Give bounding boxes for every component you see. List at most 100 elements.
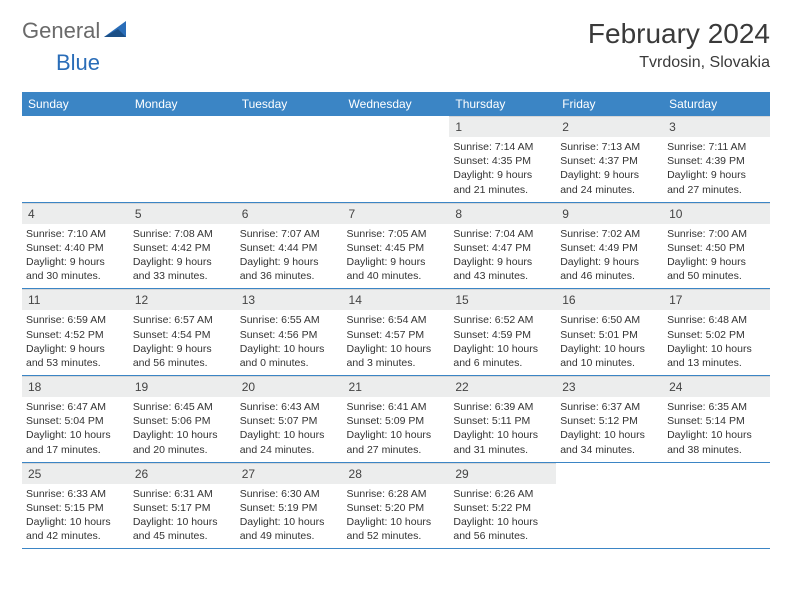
calendar-day-cell: 3Sunrise: 7:11 AMSunset: 4:39 PMDaylight… — [663, 116, 770, 202]
day-number: 6 — [236, 203, 343, 224]
month-title: February 2024 — [588, 18, 770, 50]
day-info: Sunrise: 6:26 AMSunset: 5:22 PMDaylight:… — [449, 484, 556, 549]
day-info: Sunrise: 6:35 AMSunset: 5:14 PMDaylight:… — [663, 397, 770, 462]
calendar-day-cell: 29Sunrise: 6:26 AMSunset: 5:22 PMDayligh… — [449, 462, 556, 549]
calendar-day-cell: 15Sunrise: 6:52 AMSunset: 4:59 PMDayligh… — [449, 289, 556, 376]
calendar-day-cell: 14Sunrise: 6:54 AMSunset: 4:57 PMDayligh… — [343, 289, 450, 376]
calendar-week-row: 25Sunrise: 6:33 AMSunset: 5:15 PMDayligh… — [22, 462, 770, 549]
day-info: Sunrise: 7:05 AMSunset: 4:45 PMDaylight:… — [343, 224, 450, 289]
calendar-week-row: 11Sunrise: 6:59 AMSunset: 4:52 PMDayligh… — [22, 289, 770, 376]
day-info: Sunrise: 6:59 AMSunset: 4:52 PMDaylight:… — [22, 310, 129, 375]
day-info: Sunrise: 7:07 AMSunset: 4:44 PMDaylight:… — [236, 224, 343, 289]
day-number: 23 — [556, 376, 663, 397]
day-info: Sunrise: 6:55 AMSunset: 4:56 PMDaylight:… — [236, 310, 343, 375]
day-info: Sunrise: 7:13 AMSunset: 4:37 PMDaylight:… — [556, 137, 663, 202]
day-number: 13 — [236, 289, 343, 310]
calendar-day-cell: 9Sunrise: 7:02 AMSunset: 4:49 PMDaylight… — [556, 202, 663, 289]
day-number: 22 — [449, 376, 556, 397]
day-number: 25 — [22, 463, 129, 484]
logo: General — [22, 18, 132, 44]
day-info: Sunrise: 6:47 AMSunset: 5:04 PMDaylight:… — [22, 397, 129, 462]
day-info: Sunrise: 6:50 AMSunset: 5:01 PMDaylight:… — [556, 310, 663, 375]
day-number: 19 — [129, 376, 236, 397]
calendar-day-cell: 24Sunrise: 6:35 AMSunset: 5:14 PMDayligh… — [663, 376, 770, 463]
calendar-day-cell: 21Sunrise: 6:41 AMSunset: 5:09 PMDayligh… — [343, 376, 450, 463]
day-number: 12 — [129, 289, 236, 310]
day-number: 18 — [22, 376, 129, 397]
calendar-day-cell — [129, 116, 236, 202]
weekday-header: Wednesday — [343, 92, 450, 116]
day-number: 21 — [343, 376, 450, 397]
day-info: Sunrise: 7:14 AMSunset: 4:35 PMDaylight:… — [449, 137, 556, 202]
day-info: Sunrise: 6:43 AMSunset: 5:07 PMDaylight:… — [236, 397, 343, 462]
weekday-header-row: Sunday Monday Tuesday Wednesday Thursday… — [22, 92, 770, 116]
calendar-day-cell: 23Sunrise: 6:37 AMSunset: 5:12 PMDayligh… — [556, 376, 663, 463]
day-number: 9 — [556, 203, 663, 224]
calendar-day-cell: 10Sunrise: 7:00 AMSunset: 4:50 PMDayligh… — [663, 202, 770, 289]
day-number: 3 — [663, 116, 770, 137]
day-number: 15 — [449, 289, 556, 310]
day-info: Sunrise: 6:48 AMSunset: 5:02 PMDaylight:… — [663, 310, 770, 375]
calendar-day-cell: 11Sunrise: 6:59 AMSunset: 4:52 PMDayligh… — [22, 289, 129, 376]
calendar-day-cell: 18Sunrise: 6:47 AMSunset: 5:04 PMDayligh… — [22, 376, 129, 463]
calendar-day-cell: 13Sunrise: 6:55 AMSunset: 4:56 PMDayligh… — [236, 289, 343, 376]
weekday-header: Thursday — [449, 92, 556, 116]
day-number: 29 — [449, 463, 556, 484]
day-info: Sunrise: 7:04 AMSunset: 4:47 PMDaylight:… — [449, 224, 556, 289]
calendar-day-cell: 26Sunrise: 6:31 AMSunset: 5:17 PMDayligh… — [129, 462, 236, 549]
day-info: Sunrise: 6:52 AMSunset: 4:59 PMDaylight:… — [449, 310, 556, 375]
day-info: Sunrise: 7:00 AMSunset: 4:50 PMDaylight:… — [663, 224, 770, 289]
day-number: 11 — [22, 289, 129, 310]
day-info: Sunrise: 7:10 AMSunset: 4:40 PMDaylight:… — [22, 224, 129, 289]
calendar-day-cell: 4Sunrise: 7:10 AMSunset: 4:40 PMDaylight… — [22, 202, 129, 289]
day-info: Sunrise: 6:31 AMSunset: 5:17 PMDaylight:… — [129, 484, 236, 549]
day-info: Sunrise: 6:57 AMSunset: 4:54 PMDaylight:… — [129, 310, 236, 375]
calendar-day-cell: 12Sunrise: 6:57 AMSunset: 4:54 PMDayligh… — [129, 289, 236, 376]
day-info: Sunrise: 6:33 AMSunset: 5:15 PMDaylight:… — [22, 484, 129, 549]
calendar-day-cell — [22, 116, 129, 202]
calendar-week-row: 4Sunrise: 7:10 AMSunset: 4:40 PMDaylight… — [22, 202, 770, 289]
calendar-day-cell: 17Sunrise: 6:48 AMSunset: 5:02 PMDayligh… — [663, 289, 770, 376]
day-info: Sunrise: 6:54 AMSunset: 4:57 PMDaylight:… — [343, 310, 450, 375]
day-number: 5 — [129, 203, 236, 224]
day-info: Sunrise: 7:02 AMSunset: 4:49 PMDaylight:… — [556, 224, 663, 289]
calendar-day-cell: 27Sunrise: 6:30 AMSunset: 5:19 PMDayligh… — [236, 462, 343, 549]
day-info: Sunrise: 6:41 AMSunset: 5:09 PMDaylight:… — [343, 397, 450, 462]
weekday-header: Saturday — [663, 92, 770, 116]
calendar-day-cell — [343, 116, 450, 202]
calendar-week-row: 1Sunrise: 7:14 AMSunset: 4:35 PMDaylight… — [22, 116, 770, 202]
day-number: 4 — [22, 203, 129, 224]
day-number: 14 — [343, 289, 450, 310]
calendar-day-cell: 8Sunrise: 7:04 AMSunset: 4:47 PMDaylight… — [449, 202, 556, 289]
weekday-header: Monday — [129, 92, 236, 116]
day-info: Sunrise: 6:28 AMSunset: 5:20 PMDaylight:… — [343, 484, 450, 549]
day-info: Sunrise: 6:45 AMSunset: 5:06 PMDaylight:… — [129, 397, 236, 462]
title-block: February 2024 Tvrdosin, Slovakia — [588, 18, 770, 72]
location: Tvrdosin, Slovakia — [588, 54, 770, 72]
day-info: Sunrise: 7:11 AMSunset: 4:39 PMDaylight:… — [663, 137, 770, 202]
calendar-week-row: 18Sunrise: 6:47 AMSunset: 5:04 PMDayligh… — [22, 376, 770, 463]
calendar-day-cell: 6Sunrise: 7:07 AMSunset: 4:44 PMDaylight… — [236, 202, 343, 289]
day-number: 2 — [556, 116, 663, 137]
calendar-day-cell: 5Sunrise: 7:08 AMSunset: 4:42 PMDaylight… — [129, 202, 236, 289]
calendar-day-cell: 16Sunrise: 6:50 AMSunset: 5:01 PMDayligh… — [556, 289, 663, 376]
calendar-day-cell — [236, 116, 343, 202]
day-number: 17 — [663, 289, 770, 310]
day-number: 16 — [556, 289, 663, 310]
logo-sail-icon — [104, 19, 130, 44]
logo-text-general: General — [22, 18, 100, 44]
day-number: 27 — [236, 463, 343, 484]
calendar-day-cell: 28Sunrise: 6:28 AMSunset: 5:20 PMDayligh… — [343, 462, 450, 549]
calendar-table: Sunday Monday Tuesday Wednesday Thursday… — [22, 92, 770, 549]
logo-text-blue: Blue — [56, 50, 100, 76]
day-number: 20 — [236, 376, 343, 397]
calendar-day-cell: 2Sunrise: 7:13 AMSunset: 4:37 PMDaylight… — [556, 116, 663, 202]
calendar-day-cell — [556, 462, 663, 549]
calendar-day-cell: 22Sunrise: 6:39 AMSunset: 5:11 PMDayligh… — [449, 376, 556, 463]
weekday-header: Friday — [556, 92, 663, 116]
calendar-day-cell — [663, 462, 770, 549]
calendar-day-cell: 20Sunrise: 6:43 AMSunset: 5:07 PMDayligh… — [236, 376, 343, 463]
weekday-header: Tuesday — [236, 92, 343, 116]
day-number: 8 — [449, 203, 556, 224]
day-info: Sunrise: 7:08 AMSunset: 4:42 PMDaylight:… — [129, 224, 236, 289]
